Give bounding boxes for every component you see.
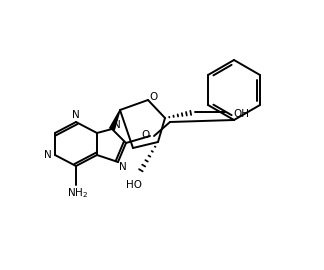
Text: N: N xyxy=(113,120,121,130)
Text: N: N xyxy=(119,162,127,172)
Text: N: N xyxy=(72,110,80,120)
Text: OH: OH xyxy=(233,109,249,119)
Text: HO: HO xyxy=(126,180,142,190)
Polygon shape xyxy=(110,110,120,130)
Text: N: N xyxy=(44,150,52,160)
Text: NH$_2$: NH$_2$ xyxy=(67,186,88,200)
Text: O: O xyxy=(141,130,149,140)
Text: O: O xyxy=(150,92,158,102)
